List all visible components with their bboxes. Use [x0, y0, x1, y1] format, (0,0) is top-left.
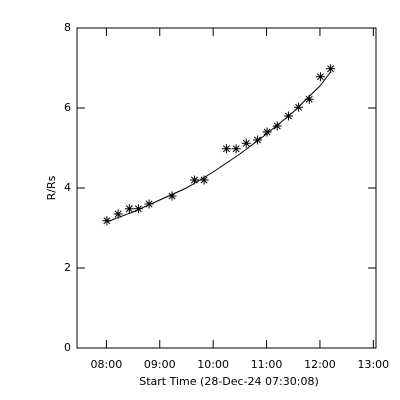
y-axis-label: R/Rs	[45, 175, 58, 200]
data-point	[241, 138, 251, 148]
y-tick-label: 6	[64, 101, 71, 114]
data-point	[222, 144, 231, 154]
data-point	[304, 94, 314, 104]
data-point	[326, 64, 336, 74]
data-point	[189, 175, 199, 185]
x-tick-label: 09:00	[144, 358, 176, 371]
x-tick-label: 10:00	[197, 358, 229, 371]
data-point	[144, 199, 154, 209]
x-tick-label: 11:00	[251, 358, 283, 371]
data-point	[272, 121, 282, 131]
data-point	[124, 204, 134, 214]
y-tick-label: 2	[64, 261, 71, 274]
data-point	[167, 191, 177, 201]
plot-frame	[76, 27, 377, 349]
x-tick-label: 12:00	[304, 358, 336, 371]
data-point	[102, 216, 112, 226]
data-point	[199, 175, 209, 185]
fit-line	[106, 71, 332, 223]
x-tick-label: 13:00	[357, 358, 389, 371]
data-point	[315, 72, 325, 82]
data-point	[262, 127, 272, 137]
data-point	[231, 144, 241, 154]
y-tick-label: 8	[64, 21, 71, 34]
data-point	[252, 135, 262, 145]
data-point	[133, 204, 143, 214]
y-tick-label: 0	[64, 341, 71, 354]
x-tick-label: 08:00	[91, 358, 123, 371]
data-point	[113, 209, 123, 219]
x-axis-label: Start Time (28-Dec-24 07:30:08)	[139, 375, 319, 388]
y-tick-label: 4	[64, 181, 71, 194]
